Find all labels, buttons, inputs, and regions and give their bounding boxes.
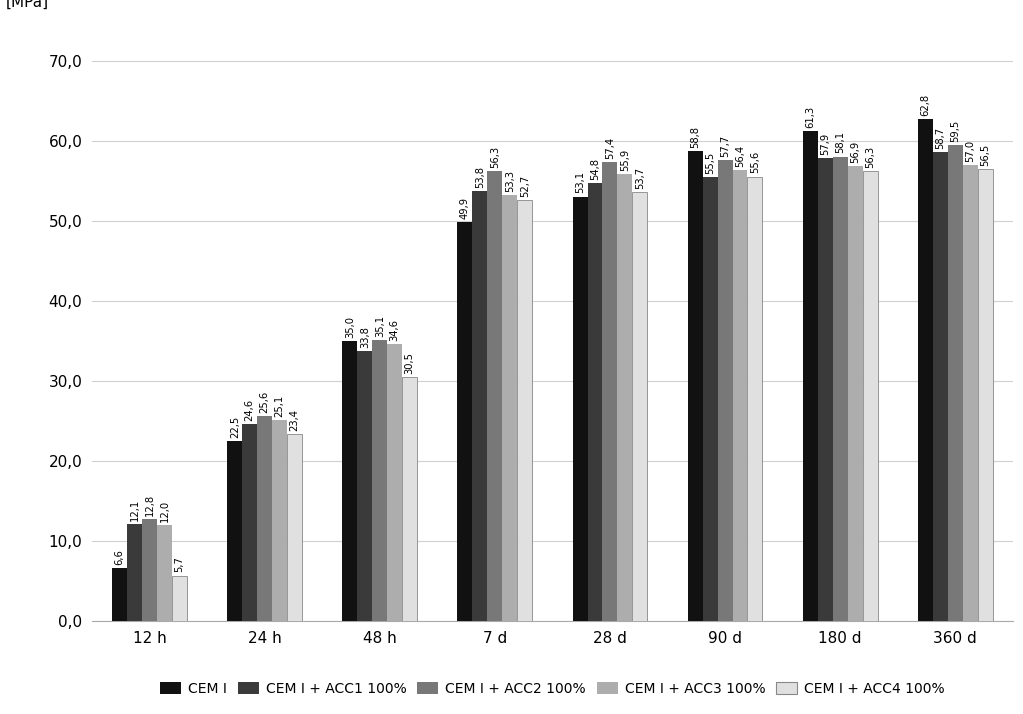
Text: 55,5: 55,5 [705, 152, 715, 174]
Bar [732, 170, 748, 621]
Text: 59,5: 59,5 [950, 120, 961, 142]
Bar [227, 441, 242, 621]
Y-axis label: [MPa]: [MPa] [6, 0, 49, 9]
Bar [487, 171, 502, 621]
Bar [933, 152, 947, 621]
Text: 56,5: 56,5 [980, 144, 990, 166]
Text: 23,4: 23,4 [290, 409, 300, 431]
Bar [618, 174, 632, 621]
Bar [473, 191, 487, 621]
Text: 35,1: 35,1 [374, 315, 385, 337]
Text: 24,6: 24,6 [244, 399, 255, 421]
Bar [687, 151, 703, 621]
Text: 58,1: 58,1 [835, 131, 845, 154]
Legend: CEM I, CEM I + ACC1 100%, CEM I + ACC2 100%, CEM I + ACC3 100%, CEM I + ACC4 100: CEM I, CEM I + ACC1 100%, CEM I + ACC2 1… [154, 676, 950, 701]
Text: 55,9: 55,9 [620, 149, 630, 171]
Text: 22,5: 22,5 [230, 416, 239, 438]
Text: 53,8: 53,8 [475, 166, 485, 188]
Text: 12,8: 12,8 [144, 493, 154, 516]
Text: 56,9: 56,9 [850, 141, 860, 163]
Bar [632, 192, 648, 621]
Bar [587, 183, 603, 621]
Text: 56,4: 56,4 [735, 145, 745, 167]
Bar [388, 344, 402, 621]
Bar [287, 434, 302, 621]
Text: 54,8: 54,8 [590, 158, 601, 180]
Bar [703, 177, 717, 621]
Text: 25,6: 25,6 [260, 391, 270, 413]
Bar [848, 166, 862, 621]
Text: 57,0: 57,0 [965, 140, 975, 162]
Text: 35,0: 35,0 [345, 316, 355, 338]
Bar [502, 195, 518, 621]
Bar [803, 131, 817, 621]
Text: 34,6: 34,6 [390, 319, 400, 341]
Text: 52,7: 52,7 [520, 174, 530, 196]
Text: 58,7: 58,7 [935, 126, 945, 149]
Bar [272, 421, 287, 621]
Bar [717, 160, 732, 621]
Text: 62,8: 62,8 [921, 94, 930, 116]
Text: 53,7: 53,7 [635, 166, 644, 188]
Bar [142, 519, 158, 621]
Bar [372, 341, 388, 621]
Text: 53,3: 53,3 [504, 170, 515, 192]
Text: 55,6: 55,6 [750, 151, 760, 174]
Text: 25,1: 25,1 [274, 395, 284, 417]
Text: 49,9: 49,9 [460, 197, 470, 219]
Bar [947, 146, 963, 621]
Text: 30,5: 30,5 [405, 352, 414, 374]
Text: 58,8: 58,8 [691, 126, 700, 148]
Text: 33,8: 33,8 [360, 326, 370, 348]
Text: 57,4: 57,4 [605, 137, 615, 159]
Bar [603, 162, 618, 621]
Text: 56,3: 56,3 [865, 146, 875, 168]
Text: 56,3: 56,3 [490, 146, 500, 168]
Bar [918, 119, 933, 621]
Text: 61,3: 61,3 [805, 106, 815, 128]
Text: 57,7: 57,7 [720, 134, 730, 156]
Text: 12,0: 12,0 [160, 500, 170, 522]
Text: 12,1: 12,1 [130, 499, 140, 521]
Bar [172, 575, 187, 621]
Bar [113, 568, 127, 621]
Bar [242, 424, 257, 621]
Bar [748, 176, 762, 621]
Bar [158, 526, 172, 621]
Text: 53,1: 53,1 [575, 171, 585, 193]
Text: 6,6: 6,6 [115, 549, 125, 565]
Bar [343, 341, 357, 621]
Bar [457, 222, 473, 621]
Bar [402, 377, 417, 621]
Bar [573, 196, 587, 621]
Bar [833, 156, 848, 621]
Bar [518, 200, 532, 621]
Bar [862, 171, 878, 621]
Text: 5,7: 5,7 [175, 556, 184, 573]
Bar [817, 159, 833, 621]
Text: 57,9: 57,9 [820, 133, 831, 155]
Bar [978, 169, 992, 621]
Bar [257, 416, 272, 621]
Bar [127, 524, 142, 621]
Bar [963, 166, 978, 621]
Bar [357, 351, 372, 621]
